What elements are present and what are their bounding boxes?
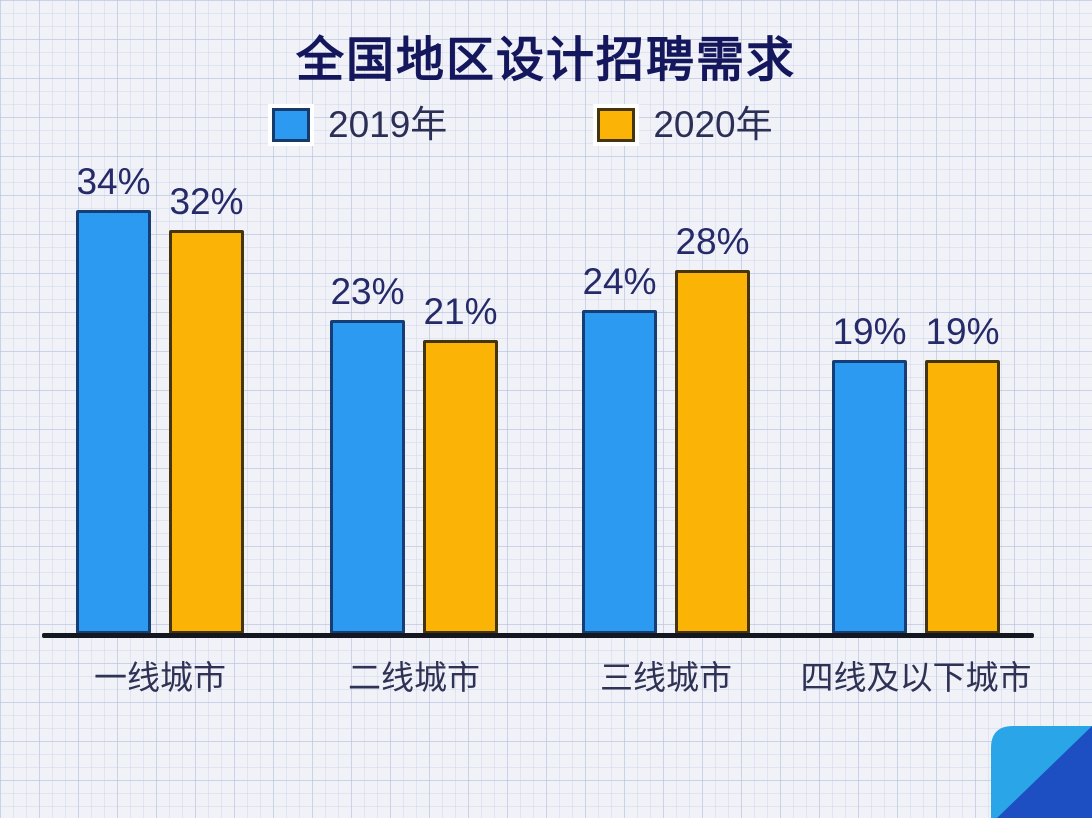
legend-item-1: 2019年 xyxy=(272,106,447,143)
bar-series-1-group-1 xyxy=(76,210,151,634)
legend-item-2: 2020年 xyxy=(597,104,773,145)
legend-label: 2019年 xyxy=(328,104,448,145)
legend-swatch-icon xyxy=(272,107,310,142)
legend-label: 2020年 xyxy=(653,104,773,145)
value-label: 34% xyxy=(76,161,151,202)
value-label: 23% xyxy=(330,271,405,312)
category-label: 一线城市 xyxy=(94,659,226,696)
category-label: 三线城市 xyxy=(600,659,732,696)
legend-swatch-icon xyxy=(597,107,636,142)
bar-series-1-group-4 xyxy=(832,360,907,634)
bar-series-1-group-3 xyxy=(582,310,657,634)
value-label: 28% xyxy=(675,221,750,262)
value-label: 32% xyxy=(169,181,244,222)
value-label: 19% xyxy=(832,311,907,352)
bar-series-1-group-2 xyxy=(330,320,405,634)
category-label: 二线城市 xyxy=(348,659,480,696)
category-label: 四线及以下城市 xyxy=(800,659,1032,696)
x-axis-line xyxy=(42,633,1034,638)
bar-series-2-group-3 xyxy=(675,270,750,634)
bar-series-2-group-1 xyxy=(169,230,244,634)
value-label: 24% xyxy=(582,261,657,302)
value-label: 19% xyxy=(925,311,1000,352)
chart-title: 全国地区设计招聘需求 xyxy=(295,34,796,87)
value-label: 21% xyxy=(423,291,498,332)
corner-decoration xyxy=(991,726,1092,818)
bar-series-2-group-2 xyxy=(423,340,498,634)
legend: 2019年 2020年 xyxy=(272,106,773,143)
corner-dark-triangle xyxy=(997,726,1092,818)
bar-series-2-group-4 xyxy=(925,360,1000,634)
